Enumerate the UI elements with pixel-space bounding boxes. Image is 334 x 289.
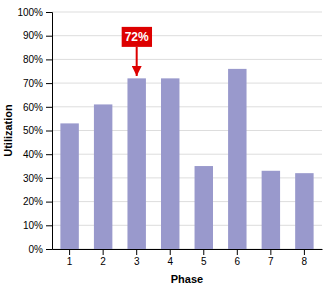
y-tick: 30% (23, 173, 52, 184)
grid-line (52, 35, 322, 36)
x-tick-mark (103, 249, 104, 255)
y-tick-label: 0% (29, 244, 44, 255)
y-tick-mark (46, 36, 52, 37)
x-tick: 8 (302, 249, 308, 267)
y-tick-mark (46, 83, 52, 84)
y-tick-label: 20% (23, 196, 43, 207)
grid-line (52, 154, 322, 155)
bar (295, 173, 313, 249)
bar (94, 104, 112, 249)
x-tick-label: 6 (235, 256, 241, 267)
bar (127, 78, 145, 249)
y-tick-mark (46, 225, 52, 226)
x-axis-title: Phase (171, 273, 203, 285)
y-tick-mark (46, 249, 52, 250)
bar (161, 78, 179, 249)
x-tick: 2 (100, 249, 106, 267)
y-tick: 70% (23, 78, 52, 89)
x-axis-line (53, 249, 323, 250)
y-tick: 100% (17, 7, 52, 18)
x-axis: 1 2 3 4 5 6 7 8 (53, 249, 323, 267)
y-tick: 50% (23, 125, 52, 136)
x-tick-label: 5 (201, 256, 207, 267)
y-tick-label: 40% (23, 149, 43, 160)
y-axis-line (46, 13, 53, 250)
x-tick-mark (136, 249, 137, 255)
x-tick-mark (304, 249, 305, 255)
x-tick-mark (69, 249, 70, 255)
y-tick-label: 50% (23, 125, 43, 136)
x-tick: 3 (134, 249, 140, 267)
y-axis: 0% 10% 20% 30% 40% 50% 60% 70% 80% 90% 100% (17, 7, 52, 255)
grid-line (52, 12, 322, 13)
grid-line (52, 106, 322, 107)
grid-line (52, 177, 322, 178)
grid-line (52, 83, 322, 84)
y-tick-mark (46, 59, 52, 60)
y-tick: 90% (23, 30, 52, 41)
grid-line (52, 225, 322, 226)
y-tick-mark (46, 154, 52, 155)
x-tick: 6 (235, 249, 241, 267)
x-tick-label: 3 (134, 256, 140, 267)
y-tick-label: 60% (23, 102, 43, 113)
y-tick: 10% (23, 220, 52, 231)
y-tick-mark (46, 202, 52, 203)
x-tick-mark (203, 249, 204, 255)
annotation-arrow (136, 47, 138, 76)
y-axis-title: Utilization (2, 104, 14, 157)
grid (52, 12, 322, 249)
grid-line (52, 249, 322, 250)
y-tick-mark (46, 131, 52, 132)
x-tick-mark (170, 249, 171, 255)
grid-line (52, 130, 322, 131)
x-tick-label: 4 (167, 256, 173, 267)
x-tick-label: 7 (268, 256, 274, 267)
grid-line (52, 201, 322, 202)
y-tick: 80% (23, 54, 52, 65)
x-tick: 4 (167, 249, 173, 267)
y-tick-mark (46, 12, 52, 13)
y-tick-label: 70% (23, 78, 43, 89)
y-tick-label: 90% (23, 30, 43, 41)
annotation-box (122, 27, 152, 47)
x-tick-label: 1 (67, 256, 73, 267)
bars (60, 69, 313, 249)
x-tick-label: 2 (100, 256, 106, 267)
x-tick-label: 8 (302, 256, 308, 267)
bar (262, 171, 280, 249)
x-tick: 5 (201, 249, 207, 267)
x-tick: 1 (67, 249, 73, 267)
y-tick: 60% (23, 102, 52, 113)
chart: 0% 10% 20% 30% 40% 50% 60% 70% 80% 90% 100% 1 2 3 4 5 6 7… (0, 0, 334, 289)
y-tick: 20% (23, 196, 52, 207)
y-tick-label: 100% (17, 7, 43, 18)
bar (228, 69, 246, 249)
annotation: 72% (122, 27, 152, 76)
y-tick: 0% (29, 244, 52, 255)
grid-line (52, 59, 322, 60)
y-tick-mark (46, 178, 52, 179)
annotation-text: 72% (125, 30, 149, 44)
bar (60, 123, 78, 249)
x-tick-mark (270, 249, 271, 255)
x-tick: 7 (268, 249, 274, 267)
y-tick-label: 80% (23, 54, 43, 65)
y-tick: 40% (23, 149, 52, 160)
x-tick-mark (237, 249, 238, 255)
bar (195, 166, 213, 249)
y-tick-mark (46, 107, 52, 108)
y-tick-label: 30% (23, 173, 43, 184)
plot: 0% 10% 20% 30% 40% 50% 60% 70% 80% 90% 100% 1 2 3 4 5 6 7… (17, 7, 322, 267)
y-tick-label: 10% (23, 220, 43, 231)
